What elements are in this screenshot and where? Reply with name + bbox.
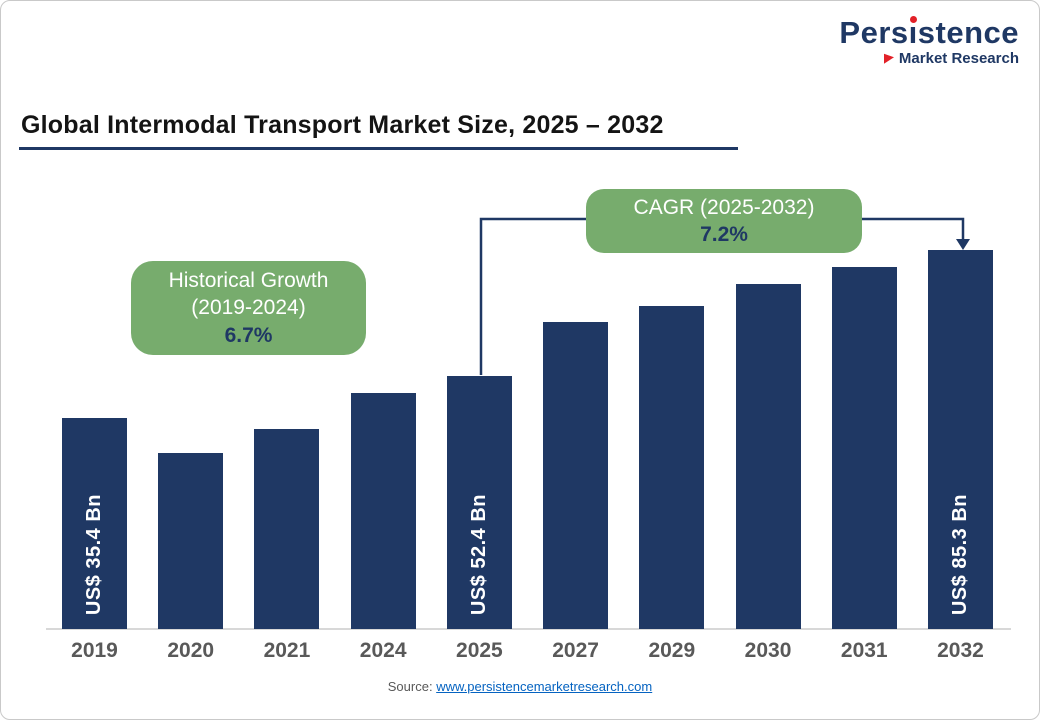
bar-2024 bbox=[350, 393, 416, 629]
logo-brand-text: Persıstence bbox=[839, 15, 1019, 50]
bar-2021 bbox=[254, 429, 320, 629]
x-axis-label-2020: 2020 bbox=[167, 639, 215, 662]
bar-2025: US$ 52.4 Bn bbox=[446, 376, 512, 629]
bar-value-label-2019: US$ 35.4 Bn bbox=[83, 493, 105, 615]
source-link[interactable]: www.persistencemarketresearch.com bbox=[436, 679, 653, 694]
historical-growth-callout: Historical Growth (2019-2024) 6.7% bbox=[131, 261, 366, 355]
bar-2029 bbox=[639, 306, 705, 629]
bar-2020 bbox=[158, 453, 224, 629]
logo-red-dot-i: ı bbox=[908, 15, 918, 50]
page-title: Global Intermodal Transport Market Size,… bbox=[21, 111, 664, 139]
x-axis-label-2030: 2030 bbox=[744, 639, 792, 662]
logo-subtitle-text: Market Research bbox=[898, 49, 1019, 67]
x-axis-label-2029: 2029 bbox=[648, 639, 696, 662]
x-axis-label-2025: 2025 bbox=[456, 639, 503, 662]
x-axis-label-2027: 2027 bbox=[552, 639, 599, 662]
x-axis-label-2021: 2021 bbox=[263, 639, 311, 662]
cagr-callout: CAGR (2025-2032) 7.2% bbox=[586, 189, 862, 253]
bar-2019: US$ 35.4 Bn bbox=[62, 418, 127, 629]
bar-value-label-2032: US$ 85.3 Bn bbox=[948, 493, 971, 615]
x-axis-labels-row: 2019 2020 2021 2024 2025 2027 2029 2030 2031 2032 bbox=[62, 639, 993, 663]
historical-growth-value: 6.7% bbox=[224, 323, 273, 347]
cagr-value: 7.2% bbox=[700, 223, 748, 246]
historical-growth-line1: Historical Growth bbox=[168, 269, 329, 293]
pmr-logo: Persıstence Market Research bbox=[839, 15, 1019, 67]
bar-2027 bbox=[543, 322, 609, 629]
logo-subtitle-row: Market Research bbox=[839, 50, 1019, 67]
title-underline-rule bbox=[19, 147, 738, 150]
x-axis-baseline bbox=[46, 628, 1011, 630]
source-line: Source: www.persistencemarketresearch.co… bbox=[1, 679, 1039, 694]
logo-brand-part1: Pers bbox=[839, 15, 909, 50]
bar-2030 bbox=[735, 284, 801, 629]
x-axis-label-2019: 2019 bbox=[71, 639, 118, 662]
bar-2031 bbox=[831, 267, 897, 629]
bar-value-label-2025: US$ 52.4 Bn bbox=[467, 493, 490, 615]
cagr-line1: CAGR (2025-2032) bbox=[633, 195, 815, 219]
x-axis-label-2031: 2031 bbox=[840, 639, 888, 662]
x-axis-label-2024: 2024 bbox=[359, 639, 407, 662]
x-axis-label-2032: 2032 bbox=[937, 639, 984, 662]
historical-growth-line2: (2019-2024) bbox=[191, 296, 306, 320]
logo-brand-part2: stence bbox=[917, 15, 1019, 50]
bar-2032: US$ 85.3 Bn bbox=[927, 250, 993, 629]
source-prefix: Source: bbox=[387, 679, 437, 694]
